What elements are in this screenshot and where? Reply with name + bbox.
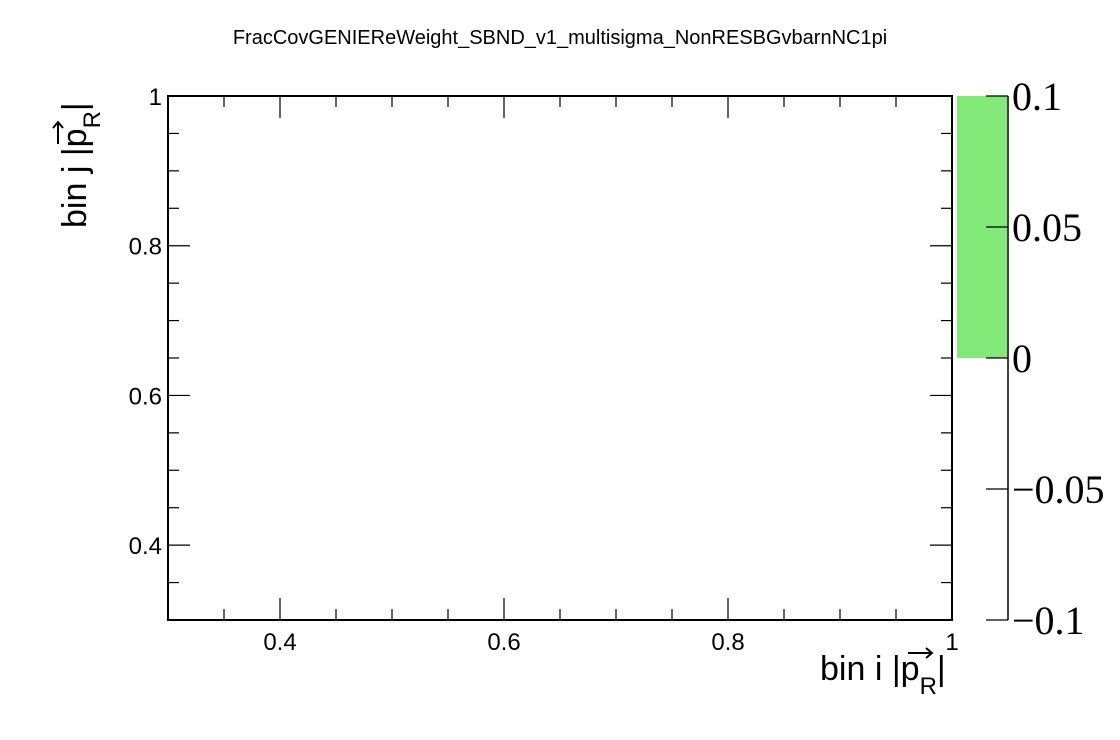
x-axis-label-main: bin i | xyxy=(820,650,901,688)
x-tick-label: 1 xyxy=(945,629,958,656)
colorbar-labels: 0.1 0.05 0 −0.05 −0.1 xyxy=(1012,74,1105,643)
y-axis-label-sub: R xyxy=(79,111,106,128)
colorbar-tick-label: 0.05 xyxy=(1012,205,1082,250)
x-tick-label: 0.6 xyxy=(487,629,520,656)
chart-title: FracCovGENIEReWeight_SBND_v1_multisigma_… xyxy=(233,27,887,49)
x-axis-label: bin i |pR| xyxy=(820,647,946,700)
x-axis-tick-labels: 0.4 0.6 0.8 1 xyxy=(263,629,958,656)
colorbar-tick-label: −0.1 xyxy=(1012,598,1085,643)
y-axis-label-vec: p xyxy=(56,128,94,147)
y-axis-label-close: | xyxy=(56,102,94,111)
x-axis-label-close: | xyxy=(937,650,946,688)
y-axis-tick-labels: 0.4 0.6 0.8 1 xyxy=(129,84,162,560)
y-tick-label: 0.4 xyxy=(129,533,162,560)
colorbar-tick-label: 0 xyxy=(1012,336,1032,381)
colorbar-tick-label: −0.05 xyxy=(1012,467,1105,512)
y-axis-vector-arrow xyxy=(52,120,64,144)
colorbar-ticks xyxy=(986,95,1008,621)
x-axis-label-sub: R xyxy=(920,673,937,700)
x-axis-vector-arrow xyxy=(908,647,934,659)
y-axis-label-main: bin j | xyxy=(56,147,94,228)
x-tick-label: 0.4 xyxy=(263,629,296,656)
y-tick-label: 1 xyxy=(149,84,162,111)
y-tick-label: 0.6 xyxy=(129,383,162,410)
x-tick-label: 0.8 xyxy=(711,629,744,656)
y-tick-label: 0.8 xyxy=(129,234,162,261)
svg-text:bin i |pR|: bin i |pR| xyxy=(820,650,946,700)
y-axis-label: bin j |pR| xyxy=(52,102,106,228)
y-axis-ticks xyxy=(168,132,952,584)
x-axis-ticks xyxy=(223,96,897,620)
x-axis-label-vec: p xyxy=(901,650,920,688)
colorbar-tick-label: 0.1 xyxy=(1012,74,1062,119)
plot-frame xyxy=(167,95,953,621)
svg-text:bin j |pR|: bin j |pR| xyxy=(56,102,106,228)
